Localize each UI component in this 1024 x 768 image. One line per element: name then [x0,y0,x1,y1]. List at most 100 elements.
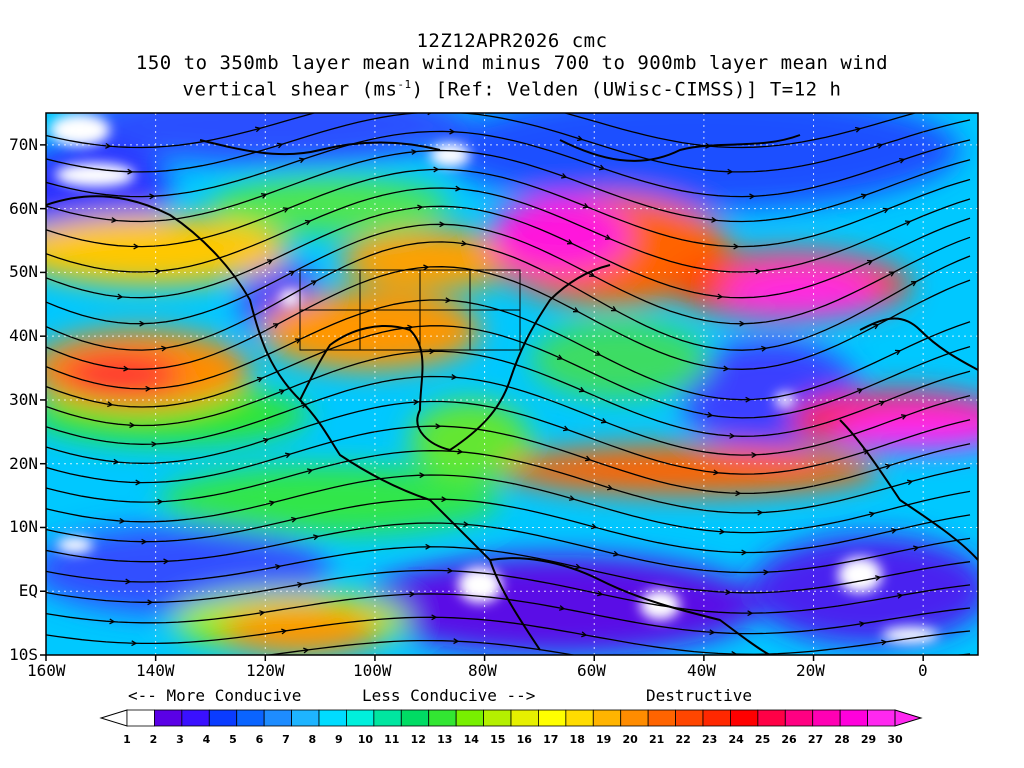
streamline-arrow [131,640,138,647]
streamline-arrow [425,543,432,550]
streamline-arrow [594,350,602,356]
streamline-arrow [755,268,762,275]
colorbar-label: 1 [123,733,131,746]
streamline-arrow [761,345,768,352]
streamline [46,375,971,456]
streamline-arrow [729,432,736,439]
streamline [46,241,971,351]
streamline-arrow [725,589,732,596]
streamline-arrow [423,264,430,271]
colorbar-box [291,709,320,727]
streamline [46,450,971,514]
colorbar-label: 21 [649,733,664,746]
streamline [46,299,971,401]
wind-streamlines [46,113,971,655]
streamline-arrow [435,423,442,430]
streamline-arrow [288,270,296,277]
colorbar-label: 10 [358,733,374,746]
streamline-arrow [898,157,906,164]
destructive-label: Destructive [646,686,752,705]
streamline-arrow [298,157,306,164]
streamline-arrow [878,400,886,407]
streamline-arrow [282,207,290,213]
more-conducive-label: <-- More Conducive [128,686,302,705]
streamline-arrow [254,126,262,133]
streamline-arrow [429,348,436,355]
streamline-arrow [881,639,888,646]
colorbar-label: 7 [282,733,290,746]
streamline-arrow [109,618,116,625]
streamline-arrow [588,271,596,277]
streamline-arrow [266,259,274,265]
colorbar-box [318,709,347,727]
streamline-arrow [281,628,288,635]
streamline-arrow [278,389,286,395]
colorbar-box [757,709,786,727]
streamline-arrow [884,463,892,470]
colorbar-label: 23 [702,733,717,746]
colorbar-box [839,709,868,727]
streamline-arrow [303,647,310,654]
colorbar-box [702,709,731,727]
lat-label-10s: 10S [9,645,38,664]
streamline-arrow [731,651,738,655]
streamline-arrow [272,323,280,329]
streamline-arrow [757,509,764,516]
streamline-arrow [149,193,156,200]
streamline-arrow [284,452,292,459]
title-line-3-post: ) [Ref: Velden (UWisc-CIMSS)] T=12 h [411,78,842,101]
streamline-arrow [447,567,454,574]
streamline-arrow [560,173,568,179]
colorbar-label: 8 [309,733,317,746]
streamline-arrow [707,411,714,418]
colorbar-upper-arrow [894,709,923,727]
streamline-arrow [409,591,416,598]
streamline-arrow [417,204,424,211]
streamline-arrow [747,610,754,617]
shear-field [46,113,978,655]
streamline-arrow [439,221,446,228]
streamline-arrow [597,590,604,597]
streamline-arrow [449,128,456,135]
colorbar-box [208,709,238,727]
streamline-arrow [453,638,460,645]
streamline-arrow [566,239,574,245]
streamline-arrow [419,472,426,479]
streamline-arrow [306,468,314,475]
colorbar-label: 15 [490,733,505,746]
streamline-arrow [259,610,266,616]
streamline [46,149,971,223]
streamline-arrow [133,243,140,250]
streamline-arrow [269,500,276,507]
streamline-arrow [413,399,420,406]
colorbar-box [867,709,896,727]
streamline-arrow [751,452,758,458]
streamline-arrow [407,324,414,331]
map-title: 12Z12APR2026 cmc 150 to 350mb layer mean… [0,30,1024,100]
streamline-arrow [111,217,118,224]
streamline-arrow [888,271,896,277]
colorbar-label: 30 [887,733,903,746]
streamline [46,168,971,248]
streamline [46,325,971,419]
colorbar-label: 12 [411,733,426,746]
streamline-arrow [107,401,114,408]
colorbar-box [784,709,814,727]
streamline [263,639,971,655]
colorbar-box [510,709,539,727]
streamline-arrow [906,479,914,486]
title-line-2: 150 to 350mb layer mean wind minus 700 t… [135,52,889,74]
streamline-arrow [123,365,130,372]
colorbar-box [647,709,676,727]
streamline-arrow [572,307,580,313]
lon-label-100w: 100W [353,661,392,680]
lat-label-10n: 10N [9,517,38,536]
colorbar-label: 22 [675,733,690,746]
lon-label-80w: 80W [468,661,497,680]
colorbar-boxes [99,709,923,727]
streamline-arrow [711,216,718,223]
title-line-1: 12Z12APR2026 cmc [416,30,608,52]
streamline-arrow [310,280,318,286]
colorbar-box [455,709,484,727]
streamline-arrow [904,220,912,226]
